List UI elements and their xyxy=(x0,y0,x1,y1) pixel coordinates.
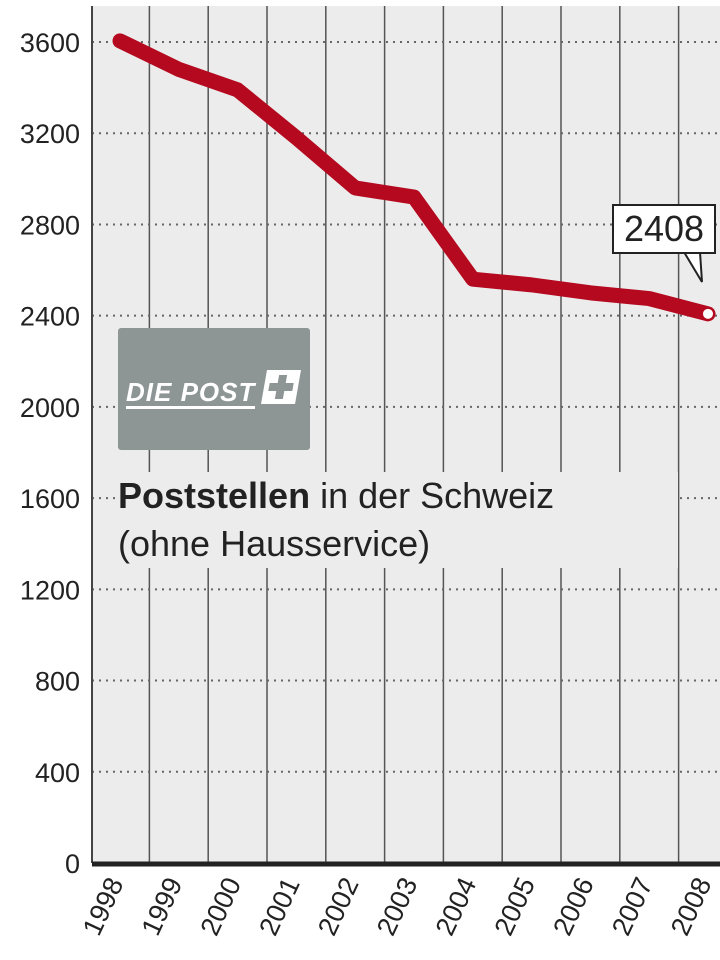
y-tick-label: 800 xyxy=(35,667,80,697)
x-tick-label: 2003 xyxy=(371,873,424,940)
chart-caption: Poststellen in der Schweiz (ohne Hausser… xyxy=(118,472,678,568)
x-tick-label: 1999 xyxy=(136,873,189,940)
y-tick-label: 400 xyxy=(35,758,80,788)
series-line xyxy=(112,33,716,322)
x-tick-label: 2008 xyxy=(665,873,718,940)
x-tick-label: 2004 xyxy=(430,873,483,940)
end-value-callout: 2408 xyxy=(612,204,716,254)
swiss-cross-icon xyxy=(261,370,301,404)
y-tick-label: 1600 xyxy=(20,484,80,514)
logo-text: DIE POST xyxy=(126,377,256,409)
y-tick-label: 3600 xyxy=(20,28,80,58)
x-tick-label: 2006 xyxy=(547,873,600,940)
y-tick-label: 2800 xyxy=(20,210,80,240)
end-point-marker xyxy=(701,306,715,321)
x-tick-label: 2000 xyxy=(194,873,247,940)
x-tick-label: 2007 xyxy=(606,873,659,940)
y-tick-label: 0 xyxy=(65,849,80,879)
chart-title-rest: in der Schweiz xyxy=(320,475,555,516)
y-tick-label: 2000 xyxy=(20,393,80,423)
end-value-label: 2408 xyxy=(623,208,705,249)
chart-subtitle: (ohne Hausservice) xyxy=(118,523,431,564)
die-post-logo: DIE POST xyxy=(118,328,310,450)
x-tick-label: 2005 xyxy=(488,873,541,940)
x-tick-label: 2002 xyxy=(312,873,365,940)
y-tick-label: 3200 xyxy=(20,119,80,149)
x-tick-label: 2001 xyxy=(253,873,306,940)
x-tick-label: 1998 xyxy=(77,873,130,940)
chart-title: Poststellen xyxy=(118,475,311,516)
y-tick-label: 2400 xyxy=(20,302,80,332)
y-tick-label: 1200 xyxy=(20,575,80,605)
